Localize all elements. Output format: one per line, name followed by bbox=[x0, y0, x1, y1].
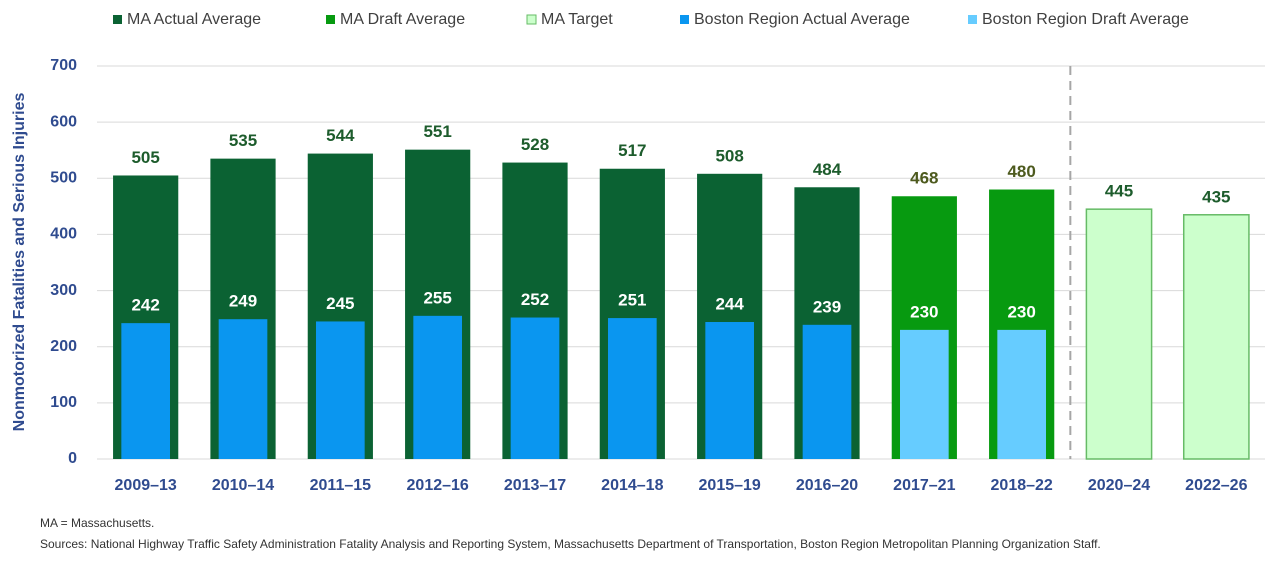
legend-swatch bbox=[526, 14, 537, 25]
x-tick-label: 2017–21 bbox=[893, 477, 955, 494]
bar bbox=[1085, 208, 1153, 460]
bar bbox=[218, 319, 268, 459]
x-tick-label: 2016–20 bbox=[796, 477, 858, 494]
data-label: 480 bbox=[1007, 162, 1035, 181]
x-tick-label: 2015–19 bbox=[699, 477, 761, 494]
bar bbox=[510, 317, 560, 459]
legend-label: MA Actual Average bbox=[127, 11, 261, 28]
legend-label: Boston Region Actual Average bbox=[694, 11, 910, 28]
legend-swatch bbox=[680, 15, 689, 24]
data-label: 535 bbox=[229, 131, 257, 150]
x-tick-label: 2022–26 bbox=[1185, 477, 1247, 494]
data-label: 544 bbox=[326, 126, 355, 145]
x-tick-label: 2018–22 bbox=[991, 477, 1053, 494]
y-tick-label: 500 bbox=[50, 170, 77, 187]
data-label: 245 bbox=[326, 294, 354, 313]
y-tick-label: 300 bbox=[50, 282, 77, 299]
x-tick-label: 2009–13 bbox=[115, 477, 177, 494]
x-tick-label: 2010–14 bbox=[212, 477, 274, 494]
legend-label: MA Target bbox=[541, 11, 613, 28]
source: Sources: National Highway Traffic Safety… bbox=[40, 537, 1101, 551]
bar bbox=[997, 329, 1046, 459]
y-tick-label: 100 bbox=[50, 394, 77, 411]
x-tick-label: 2011–15 bbox=[310, 477, 372, 494]
bar bbox=[316, 321, 365, 459]
legend-swatch bbox=[113, 15, 122, 24]
legend-label: MA Draft Average bbox=[340, 11, 465, 28]
x-tick-label: 2012–16 bbox=[407, 477, 469, 494]
x-tick-label: 2014–18 bbox=[601, 477, 663, 494]
legend-swatch bbox=[968, 15, 977, 24]
bar bbox=[705, 322, 754, 459]
bar bbox=[608, 318, 657, 459]
data-label: 435 bbox=[1202, 187, 1230, 206]
data-label: 249 bbox=[229, 292, 257, 311]
y-tick-label: 0 bbox=[68, 450, 77, 467]
data-label: 484 bbox=[813, 160, 842, 179]
note: MA = Massachusetts. bbox=[40, 516, 154, 530]
y-tick-label: 200 bbox=[50, 338, 77, 355]
x-tick-label: 2020–24 bbox=[1088, 477, 1150, 494]
data-label: 468 bbox=[910, 169, 938, 188]
data-label: 505 bbox=[131, 148, 159, 167]
data-label: 255 bbox=[423, 288, 451, 307]
y-tick-label: 600 bbox=[50, 113, 77, 130]
data-label: 251 bbox=[618, 291, 646, 310]
data-label: 445 bbox=[1105, 182, 1133, 201]
bar bbox=[121, 323, 170, 459]
data-label: 508 bbox=[715, 146, 743, 165]
data-label: 230 bbox=[1007, 302, 1035, 321]
bar bbox=[413, 315, 462, 459]
y-tick-label: 400 bbox=[50, 226, 77, 243]
y-axis-title: Nonmotorized Fatalities and Serious Inju… bbox=[11, 93, 28, 432]
legend-swatch bbox=[326, 15, 335, 24]
y-tick-label: 700 bbox=[50, 57, 77, 74]
data-label: 528 bbox=[521, 135, 549, 154]
x-tick-label: 2013–17 bbox=[504, 477, 566, 494]
legend-label: Boston Region Draft Average bbox=[982, 11, 1189, 28]
data-label: 517 bbox=[618, 141, 646, 160]
data-label: 252 bbox=[521, 290, 549, 309]
bar bbox=[802, 324, 852, 459]
bar bbox=[1182, 214, 1250, 460]
bar bbox=[900, 329, 949, 459]
data-label: 239 bbox=[813, 297, 841, 316]
data-label: 242 bbox=[131, 296, 159, 315]
data-label: 551 bbox=[423, 122, 451, 141]
data-label: 230 bbox=[910, 302, 938, 321]
data-label: 244 bbox=[715, 294, 744, 313]
